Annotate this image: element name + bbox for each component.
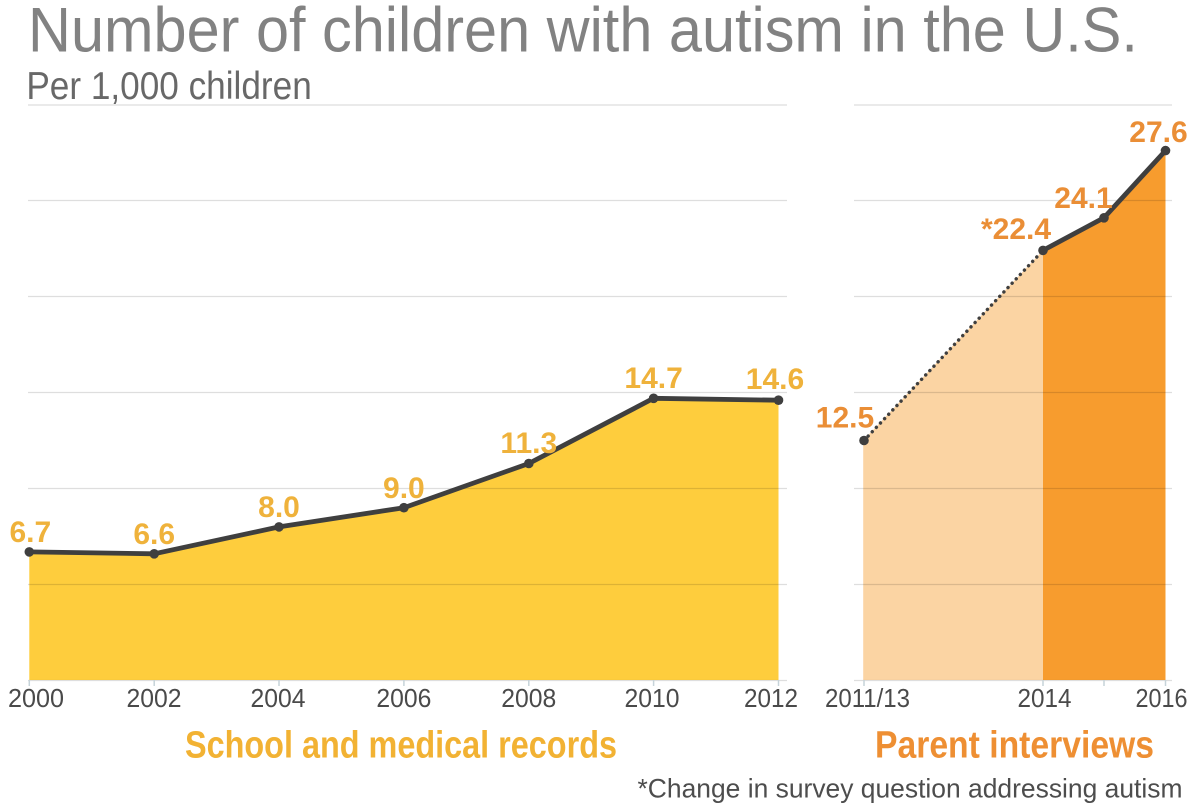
svg-text:Parent interviews: Parent interviews [875, 725, 1154, 767]
svg-text:2000: 2000 [8, 683, 64, 713]
svg-text:Per 1,000 children: Per 1,000 children [26, 63, 311, 107]
svg-text:9.0: 9.0 [383, 472, 425, 505]
svg-text:24.1: 24.1 [1054, 182, 1112, 215]
svg-text:2014: 2014 [1018, 683, 1072, 713]
svg-text:2006: 2006 [376, 683, 431, 713]
svg-text:*22.4: *22.4 [981, 213, 1051, 246]
svg-text:12.5: 12.5 [816, 402, 874, 435]
svg-text:2008: 2008 [501, 683, 556, 713]
svg-text:2012: 2012 [744, 683, 798, 713]
svg-text:Number of children with autism: Number of children with autism in the U.… [28, 0, 1138, 66]
svg-text:8.0: 8.0 [258, 491, 300, 524]
svg-text:27.6: 27.6 [1129, 116, 1187, 149]
svg-text:2016: 2016 [1136, 683, 1188, 713]
svg-text:11.3: 11.3 [500, 427, 557, 460]
svg-text:14.7: 14.7 [624, 362, 682, 395]
svg-text:6.6: 6.6 [133, 518, 175, 551]
svg-text:6.7: 6.7 [9, 516, 51, 549]
svg-text:2002: 2002 [127, 683, 182, 713]
svg-text:2011/13: 2011/13 [825, 683, 910, 713]
svg-text:14.6: 14.6 [746, 363, 804, 396]
svg-text:2004: 2004 [251, 683, 306, 713]
svg-text:School and medical records: School and medical records [185, 725, 617, 767]
svg-text:2010: 2010 [625, 683, 680, 713]
svg-text:*Change in survey question add: *Change in survey question addressing au… [638, 774, 1183, 804]
